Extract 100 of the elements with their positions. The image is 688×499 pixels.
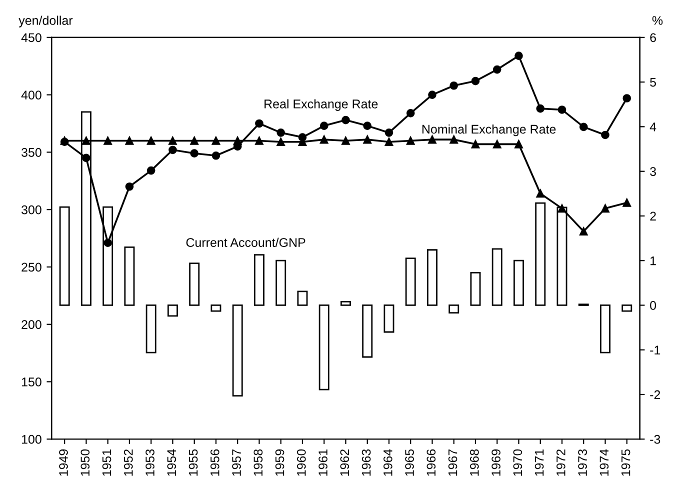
bar: [470, 272, 481, 306]
point: [558, 204, 566, 213]
point: [363, 122, 372, 130]
y2-tick-label: 5: [650, 78, 656, 87]
x-tick-label: 1954: [167, 449, 176, 476]
point: [514, 52, 523, 60]
y2-tick-label: 3: [650, 167, 656, 176]
bar: [340, 300, 351, 306]
point: [82, 154, 90, 162]
y-tick-label: 250: [22, 262, 42, 272]
point: [212, 136, 220, 145]
point: [428, 90, 436, 99]
point: [233, 136, 242, 145]
bar: [622, 304, 632, 312]
y2-tick-label: -1: [650, 346, 660, 354]
x-tick-label: 1975: [621, 449, 630, 476]
x-tick-label: 1963: [362, 449, 371, 476]
x-tick-label: 1956: [210, 449, 220, 476]
x-tick-label: 1951: [102, 449, 112, 476]
bar: [426, 249, 438, 306]
y2-tick-label: 1: [650, 256, 656, 266]
point: [471, 76, 480, 86]
bar: [297, 290, 308, 306]
bar: [124, 246, 135, 306]
point: [514, 140, 523, 148]
y-tick-label: 450: [21, 33, 42, 42]
y-axis-title: yen/dollar: [18, 16, 73, 28]
point: [406, 109, 415, 118]
point: [212, 151, 220, 160]
point: [450, 135, 458, 144]
point: [190, 136, 198, 145]
bar: [232, 304, 243, 397]
x-tick-label: 1952: [124, 449, 133, 476]
series-label: Current Account/GNP: [186, 238, 306, 247]
bar: [492, 248, 502, 306]
point: [601, 204, 610, 213]
y-tick-label: 150: [22, 378, 42, 386]
point: [146, 166, 156, 175]
point: [622, 94, 632, 102]
bar: [254, 254, 264, 306]
y2-tick-label: -3: [650, 434, 660, 444]
point: [190, 149, 198, 158]
point: [342, 136, 350, 145]
x-tick-label: 1958: [254, 449, 263, 476]
x-tick-label: 1962: [340, 449, 350, 476]
y2-tick-label: 6: [650, 33, 656, 42]
point: [276, 128, 286, 137]
series-label: Real Exchange Rate: [264, 99, 378, 111]
x-tick-label: 1969: [492, 449, 500, 476]
bar: [600, 304, 610, 354]
point: [104, 136, 112, 145]
point: [125, 182, 134, 191]
point: [558, 106, 566, 114]
point: [168, 136, 177, 145]
point: [428, 135, 436, 144]
bar: [276, 260, 286, 306]
point: [255, 119, 264, 128]
x-tick-label: 1955: [188, 449, 198, 476]
x-tick-label: 1959: [275, 449, 284, 476]
point: [579, 227, 588, 236]
y-tick-label: 350: [22, 148, 42, 157]
point: [320, 135, 328, 144]
point: [622, 198, 632, 207]
x-tick-label: 1974: [600, 449, 609, 476]
point: [406, 136, 415, 145]
point: [492, 140, 502, 148]
bar: [384, 304, 394, 333]
point: [384, 128, 394, 137]
point: [450, 81, 458, 90]
x-tick-label: 1973: [578, 449, 587, 476]
point: [342, 116, 350, 124]
point: [104, 238, 112, 248]
point: [146, 136, 156, 145]
x-tick-label: 1970: [513, 449, 522, 476]
point: [471, 140, 480, 148]
point: [363, 135, 372, 144]
x-tick-label: 1960: [296, 449, 306, 476]
bar: [513, 260, 524, 306]
bar: [167, 304, 178, 317]
x-tick-label: 1949: [59, 449, 68, 476]
point: [255, 136, 264, 145]
bar: [59, 206, 70, 306]
x-tick-label: 1964: [383, 449, 392, 476]
point: [276, 138, 286, 146]
x-tick-label: 1953: [146, 449, 154, 476]
x-tick-label: 1950: [80, 449, 90, 476]
series-label: Nominal Exchange Rate: [422, 124, 556, 136]
y-tick-label: 100: [22, 434, 42, 444]
x-tick-label: 1967: [448, 449, 458, 476]
bar: [210, 304, 222, 312]
point: [536, 189, 545, 198]
x-tick-label: 1965: [405, 449, 414, 476]
x-tick-label: 1968: [470, 449, 479, 476]
point: [492, 65, 502, 74]
x-tick-label: 1971: [534, 449, 544, 476]
point: [536, 104, 545, 113]
y-tick-label: 400: [21, 90, 42, 100]
y-tick-label: 300: [22, 205, 42, 214]
y2-axis-title: %: [652, 16, 663, 25]
bar: [318, 304, 330, 390]
